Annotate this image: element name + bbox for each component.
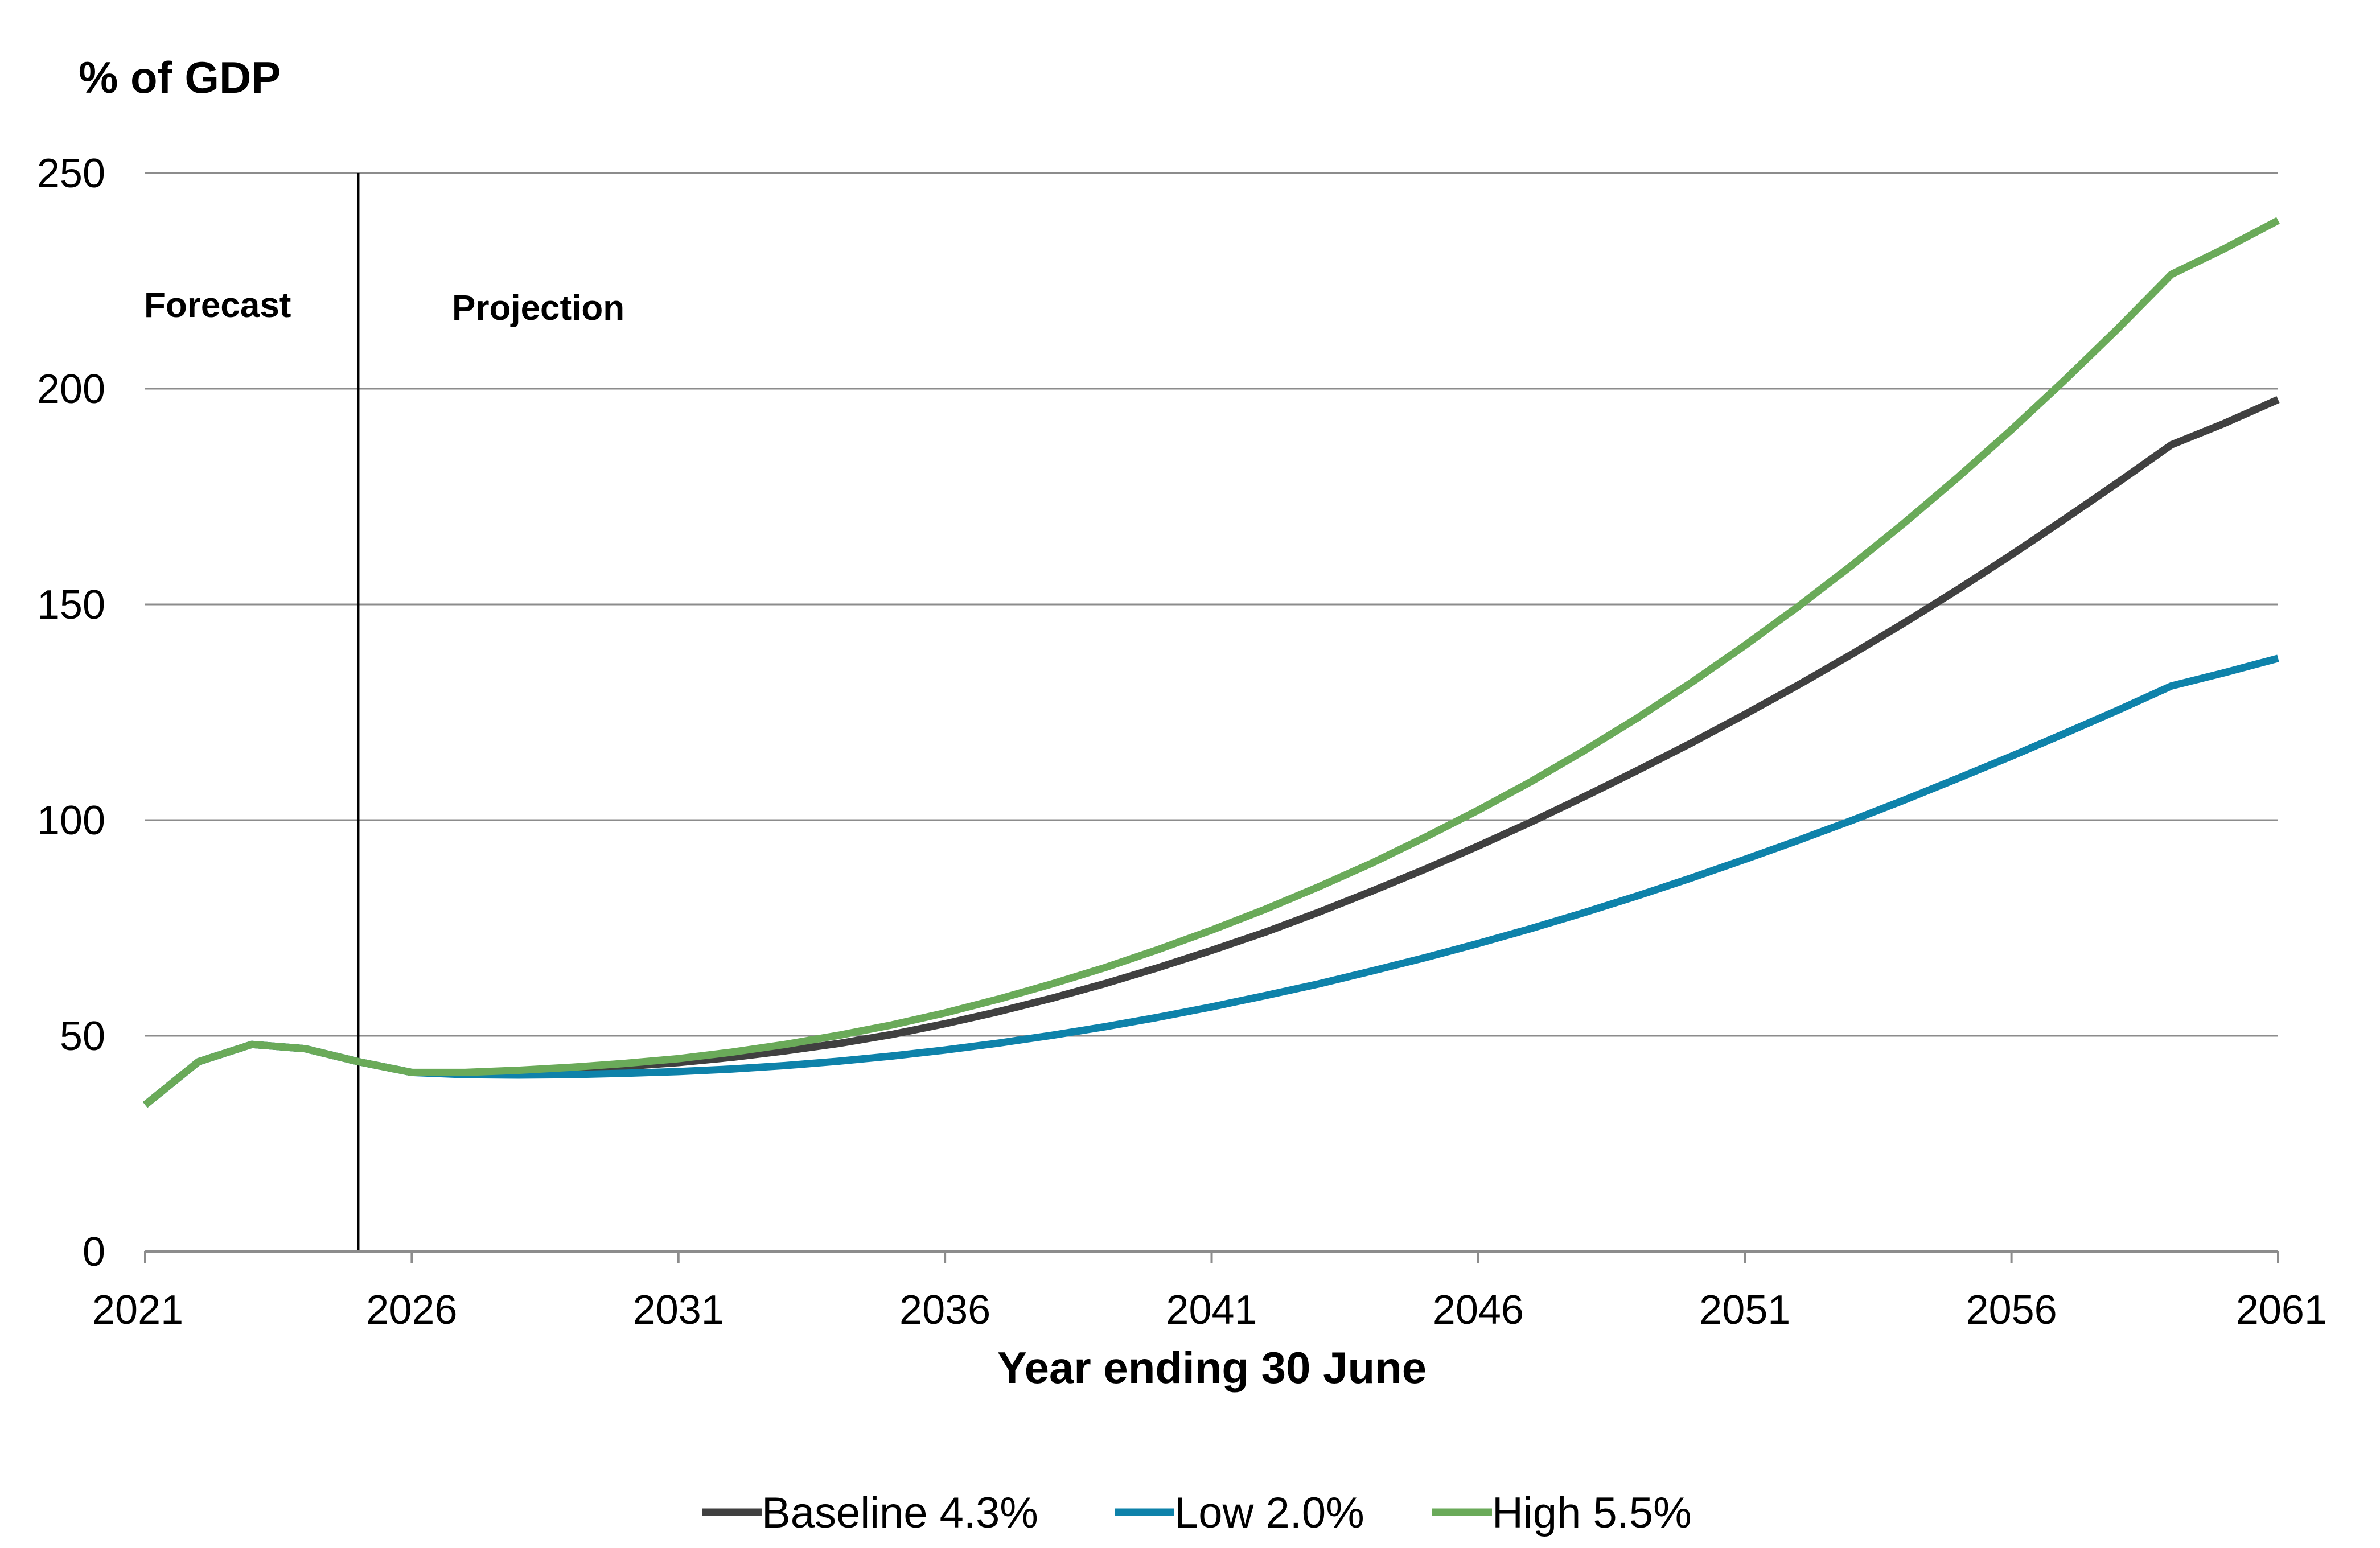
series-line-1 bbox=[142, 654, 2279, 1108]
y-tick-label-50: 50 bbox=[60, 1014, 105, 1059]
x-tick-label-2031: 2031 bbox=[633, 1287, 724, 1333]
gridlines bbox=[145, 172, 2278, 1037]
x-tick-label-2026: 2026 bbox=[366, 1287, 457, 1333]
y-tick-label-150: 150 bbox=[37, 582, 105, 628]
x-tick-label-2036: 2036 bbox=[899, 1287, 990, 1333]
legend-label-0: Baseline 4.3% bbox=[762, 1489, 1038, 1537]
y-tick-label-100: 100 bbox=[37, 798, 105, 843]
y-tick-label-0: 0 bbox=[83, 1229, 105, 1275]
legend: Baseline 4.3% Low 2.0% High 5.5% bbox=[702, 1489, 1692, 1537]
y-tick-labels: 0 50 100 150 200 250 bbox=[37, 151, 105, 1275]
y-tick-label-250: 250 bbox=[37, 151, 105, 196]
legend-label-2: High 5.5% bbox=[1492, 1489, 1692, 1537]
x-tick-label-2056: 2056 bbox=[1966, 1287, 2057, 1333]
forecast-annotation: Forecast bbox=[144, 286, 291, 325]
x-tick-label-2061: 2061 bbox=[2236, 1287, 2327, 1333]
x-tick-label-2046: 2046 bbox=[1433, 1287, 1524, 1333]
series-line-2 bbox=[142, 217, 2280, 1108]
x-tick-label-2021: 2021 bbox=[92, 1287, 183, 1333]
series-lines bbox=[142, 217, 2280, 1108]
y-tick-label-200: 200 bbox=[37, 367, 105, 412]
axes bbox=[144, 1250, 2279, 1263]
series-line-0 bbox=[142, 396, 2280, 1108]
projection-annotation: Projection bbox=[452, 289, 624, 328]
x-tick-label-2051: 2051 bbox=[1699, 1287, 1790, 1333]
y-axis-label: % of GDP bbox=[79, 52, 281, 102]
x-tick-label-2041: 2041 bbox=[1166, 1287, 1257, 1333]
x-axis-label: Year ending 30 June bbox=[997, 1343, 1427, 1393]
legend-label-1: Low 2.0% bbox=[1174, 1489, 1364, 1537]
x-tick-labels: 2021 2026 2031 2036 2041 2046 2051 2056 2061 bbox=[92, 1287, 2327, 1333]
